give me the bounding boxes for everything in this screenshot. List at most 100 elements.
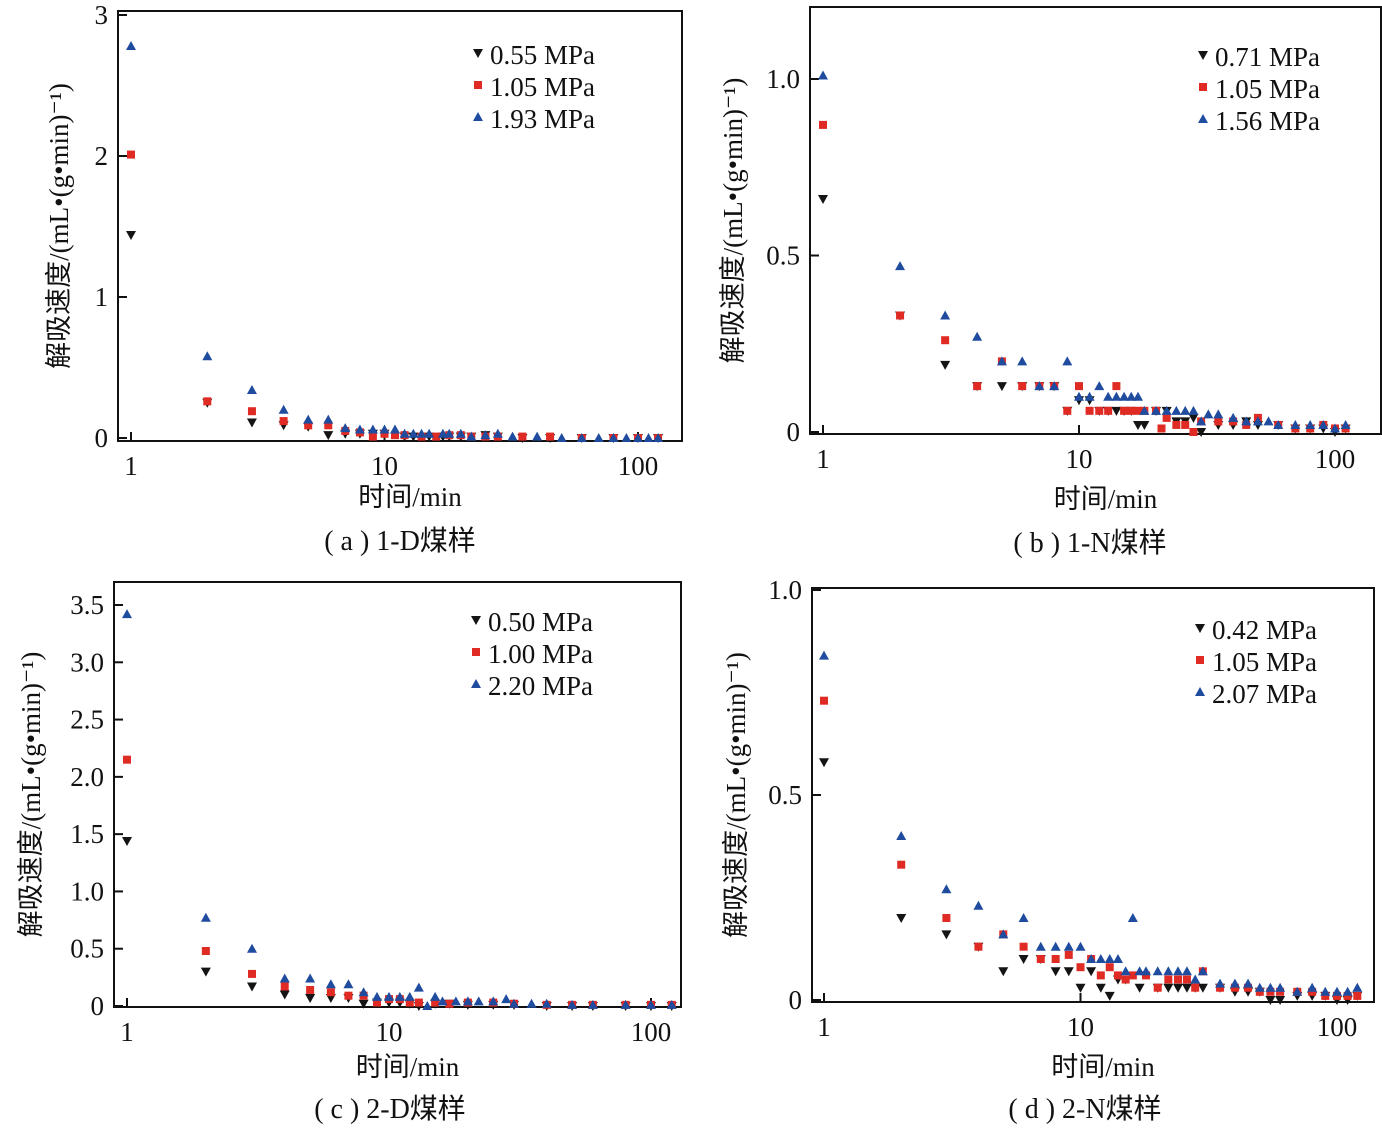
panel-b-data-point	[996, 382, 1007, 392]
panel-a-legend-label: 1.05 MPa	[490, 72, 595, 102]
panel-c-data-point	[414, 998, 423, 1007]
panel-b-data-point	[896, 311, 905, 320]
panel-a-series-3	[126, 41, 664, 442]
panel-b-x-tick-label: 100	[1315, 444, 1356, 474]
panel-a-caption: ( a ) 1-D煤样	[324, 525, 476, 557]
panel-c-data-point	[122, 609, 132, 619]
panel-d-y-tick-label: 0	[789, 985, 803, 1015]
panel-b-data-point	[1119, 391, 1130, 401]
panel-d-y-tick-label: 1.0	[768, 575, 802, 605]
panel-a-data-point	[416, 428, 427, 438]
panel-d-data-point	[998, 967, 1009, 977]
panel-b-data-point	[1330, 423, 1340, 433]
panel-a-data-point	[278, 404, 289, 414]
panel-d-data-point	[1112, 954, 1123, 963]
panel-c-data-point	[306, 985, 315, 994]
panel-d-data-point	[1035, 941, 1046, 951]
panel-c-data-point	[384, 991, 394, 1001]
panel-d-data-point	[820, 696, 828, 705]
panel-d-data-point	[1255, 987, 1264, 996]
panel-b-data-point	[1252, 416, 1263, 426]
panel-a-data-point	[455, 428, 466, 438]
panel-c-y-tick-label: 1.0	[70, 876, 104, 906]
panel-a-data-point	[390, 431, 399, 440]
panel-a-x-axis-title: 时间/min	[358, 482, 462, 512]
panel-b-series-2	[819, 120, 1350, 436]
panel-d-data-point	[1352, 982, 1363, 992]
panel-a-data-point	[480, 430, 491, 440]
panel-b-data-point	[996, 356, 1007, 366]
panel-d-data-point	[1063, 967, 1074, 977]
panel-d-data-point	[1095, 954, 1106, 963]
panel-a-data-point	[621, 433, 632, 442]
panel-d-data-point	[1173, 966, 1184, 976]
panel-c-data-point	[344, 991, 353, 1000]
panel-c-x-tick-label: 1	[120, 1017, 134, 1047]
panel-d-y-tick-label: 0.5	[768, 780, 802, 810]
panel-a-data-point	[408, 428, 419, 438]
panel-a-data-point	[532, 431, 543, 441]
panel-a-data-point	[340, 423, 351, 433]
panel-b-data-point	[819, 120, 827, 129]
panel-c-data-point	[373, 998, 382, 1007]
panel-c-data-point	[541, 998, 552, 1008]
panel-b-data-point	[1213, 409, 1224, 419]
panel-d-legend-marker	[1196, 656, 1204, 664]
panel-a-x-tick-label: 10	[371, 451, 398, 481]
panel-c-data-point	[247, 943, 258, 953]
panel-d-data-point	[1163, 966, 1174, 976]
panel-b-data-point	[1132, 420, 1143, 430]
panel-c-data-point	[430, 991, 441, 1001]
panel-c-data-point	[122, 837, 132, 847]
panel-c-y-tick-label: 1.5	[70, 819, 104, 849]
panel-d-data-point	[1086, 954, 1097, 963]
panel-a-data-point	[389, 424, 400, 434]
panel-b-caption: ( b ) 1-N煤样	[1013, 527, 1166, 559]
panel-b-data-point	[1196, 428, 1207, 437]
panel-d-data-point	[896, 831, 907, 840]
panel-d-data-point	[1292, 986, 1303, 996]
panel-c-series-1	[122, 837, 677, 1011]
panel-a-legend-marker	[474, 81, 482, 89]
panel-a-data-point	[246, 385, 257, 395]
panel-c-data-point	[567, 999, 578, 1009]
panel-c-data-point	[201, 947, 210, 956]
panel-d-legend-label: 0.42 MPa	[1212, 615, 1317, 645]
panel-a-data-point	[127, 150, 135, 159]
panel-c-data-point	[526, 998, 537, 1008]
panel-b-data-point	[941, 336, 950, 345]
panel-d-data-point	[1164, 975, 1173, 984]
panel-c-y-tick-label: 3.5	[70, 590, 104, 620]
panel-b-data-point	[1188, 405, 1199, 415]
panel-d-y-axis-title: 解吸速度/(mL•(g•min)⁻¹)	[721, 652, 751, 938]
panel-d-data-point	[1244, 983, 1253, 992]
panel-a-x-tick-label: 100	[618, 451, 659, 481]
panel-d-data-point	[974, 942, 983, 951]
panel-c-data-point	[587, 999, 598, 1009]
panel-b-legend-marker	[1199, 83, 1207, 91]
panel-a-data-point	[323, 414, 334, 424]
panel-d-data-point	[1051, 955, 1060, 963]
panel-a-y-tick-label: 1	[95, 282, 109, 312]
panel-d-caption: ( d ) 2-N煤样	[1008, 1093, 1161, 1125]
panel-d-legend-marker	[1195, 624, 1205, 633]
panel-c-data-point	[247, 982, 258, 992]
panel-c-legend-label: 2.20 MPa	[488, 671, 593, 701]
panel-d-x-tick-label: 10	[1067, 1012, 1094, 1042]
panel-d-data-point	[1321, 991, 1330, 1000]
panel-d-data-point	[1320, 986, 1331, 996]
panel-a-y-axis-title: 解吸速度/(mL•(g•min)⁻¹)	[44, 83, 74, 369]
panel-b-data-point	[1084, 391, 1095, 401]
panel-b-y-tick-label: 1.0	[766, 64, 800, 94]
panel-d-data-point	[1050, 941, 1061, 951]
panel-d-data-point	[1215, 978, 1226, 988]
panel-b-data-point	[1104, 406, 1113, 415]
panel-c-y-tick-label: 2.5	[70, 705, 104, 735]
panel-b-data-point	[1049, 381, 1060, 391]
panel-d-data-point	[1075, 941, 1086, 951]
panel-d-x-tick-label: 1	[817, 1012, 831, 1042]
panel-c-data-point	[501, 994, 512, 1004]
panel-d-data-point	[1181, 966, 1192, 976]
panel-d-data-point	[1063, 941, 1074, 951]
panel-b-data-point	[1172, 420, 1181, 429]
